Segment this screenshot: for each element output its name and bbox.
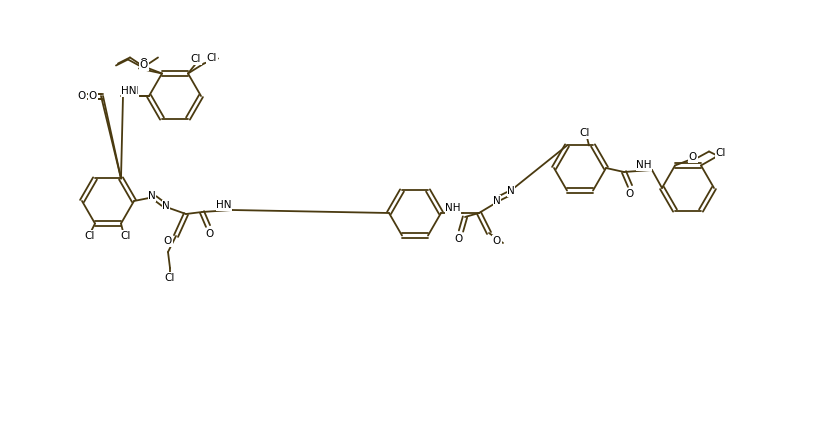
Text: O: O [78,91,86,101]
Text: O: O [140,60,148,70]
Text: NH: NH [445,203,460,213]
Text: HN: HN [216,200,232,210]
Text: NH: NH [635,160,651,170]
Text: Cl: Cl [120,230,131,241]
Text: HN: HN [121,86,136,96]
Text: N: N [492,196,500,206]
Text: Cl: Cl [579,129,589,138]
Text: O: O [89,91,97,101]
Text: O: O [206,229,214,239]
Text: Cl: Cl [84,230,95,241]
Text: HN: HN [123,86,139,96]
Text: N: N [148,191,155,201]
Text: O: O [164,236,172,246]
Text: Cl: Cl [206,54,217,63]
Text: O: O [688,153,696,162]
Text: O: O [492,236,501,246]
Text: O: O [625,189,634,199]
Text: N: N [507,186,514,196]
Text: N: N [162,201,170,211]
Text: O: O [454,234,462,244]
Text: Cl: Cl [165,273,175,283]
Text: Cl: Cl [715,149,726,158]
Text: O: O [140,58,148,69]
Text: Cl: Cl [191,55,201,64]
